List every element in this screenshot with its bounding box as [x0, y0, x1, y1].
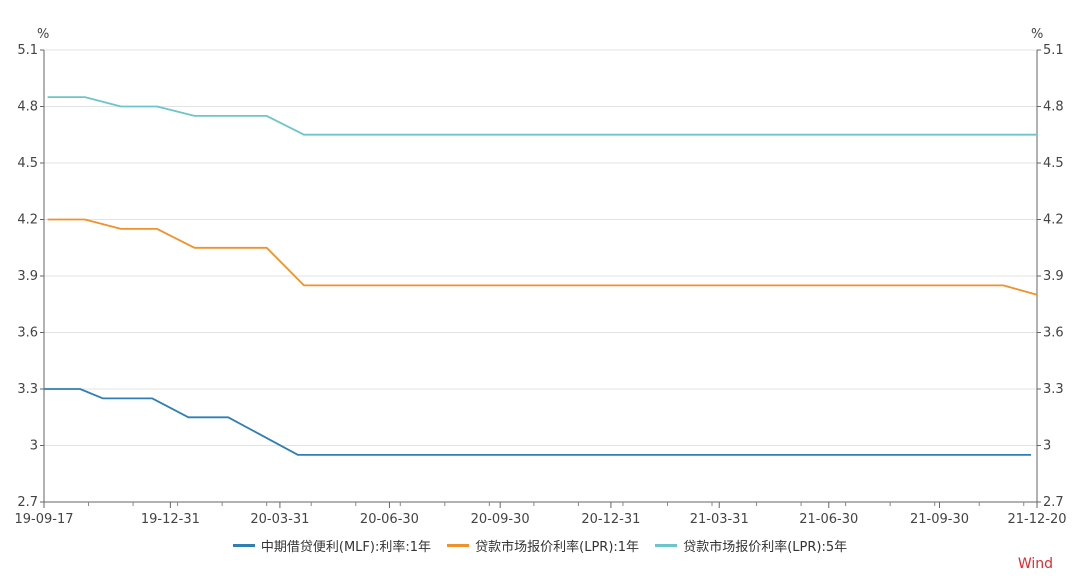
legend-label-lpr-1y: 贷款市场报价利率(LPR):1年	[475, 540, 640, 555]
y-tick-label-left: 4.2	[17, 213, 38, 228]
axes: 2.7 2.7 3 3 3.3 3.3 3.6 3.6 3.9 3.9 4.2 4.2 4.5 4.5 4.…	[14, 43, 1066, 527]
x-tick-label: 21-06-30	[799, 512, 858, 527]
legend-swatch-lpr-5y	[655, 544, 678, 547]
y-tick-label-right: 3.3	[1043, 382, 1064, 397]
y-tick-label-right: 5.1	[1043, 43, 1064, 58]
y-tick-label-left: 4.5	[17, 156, 38, 171]
y-tick-label-right: 4.5	[1043, 156, 1064, 171]
y-tick-label-left: 3.9	[17, 269, 38, 284]
series-line-0	[44, 388, 1031, 456]
legend-swatch-mlf	[232, 544, 255, 547]
y-tick-label-right: 2.7	[1043, 495, 1064, 510]
legend-label-lpr-5y: 贷款市场报价利率(LPR):5年	[683, 540, 848, 555]
x-tick-label: 21-12-20	[1007, 512, 1066, 527]
x-tick-label: 19-12-31	[141, 512, 200, 527]
x-tick-label: 20-09-30	[471, 512, 530, 527]
y-tick-label-left: 2.7	[17, 495, 38, 510]
y-tick-label-left: 5.1	[17, 43, 38, 58]
legend-item-lpr-1y[interactable]: 贷款市场报价利率(LPR):1年	[447, 536, 639, 555]
x-tick-label: 21-09-30	[910, 512, 969, 527]
y-tick-label-right: 3	[1043, 439, 1051, 454]
x-tick-label: 21-03-31	[690, 512, 749, 527]
x-tick-label: 20-12-31	[581, 512, 640, 527]
y-tick-label-right: 3.6	[1043, 326, 1064, 341]
series-line-1	[47, 218, 1038, 296]
y-unit-left: %	[37, 27, 49, 42]
y-tick-label-left: 4.8	[17, 100, 38, 115]
legend: 中期借贷便利(MLF):利率:1年 贷款市场报价利率(LPR):1年 贷款市场报…	[0, 536, 1080, 555]
y-tick-label-right: 4.2	[1043, 213, 1064, 228]
y-tick-label-left: 3.3	[17, 382, 38, 397]
y-tick-label-right: 3.9	[1043, 269, 1064, 284]
series-lines	[44, 96, 1038, 456]
x-tick-label: 19-09-17	[14, 512, 73, 527]
gridlines	[44, 49, 1037, 446]
legend-item-lpr-5y[interactable]: 贷款市场报价利率(LPR):5年	[655, 536, 847, 555]
x-tick-label: 20-06-30	[360, 512, 419, 527]
y-tick-label-left: 3	[30, 439, 38, 454]
y-unit-right: %	[1031, 27, 1043, 42]
y-tick-label-left: 3.6	[17, 326, 38, 341]
x-tick-label: 20-03-31	[250, 512, 309, 527]
legend-label-mlf: 中期借贷便利(MLF):利率:1年	[260, 540, 431, 555]
source-label: Wind	[1017, 556, 1053, 572]
legend-swatch-lpr-1y	[447, 544, 470, 547]
y-tick-label-right: 4.8	[1043, 100, 1064, 115]
series-line-2	[47, 96, 1037, 136]
legend-item-mlf[interactable]: 中期借贷便利(MLF):利率:1年	[232, 536, 431, 555]
